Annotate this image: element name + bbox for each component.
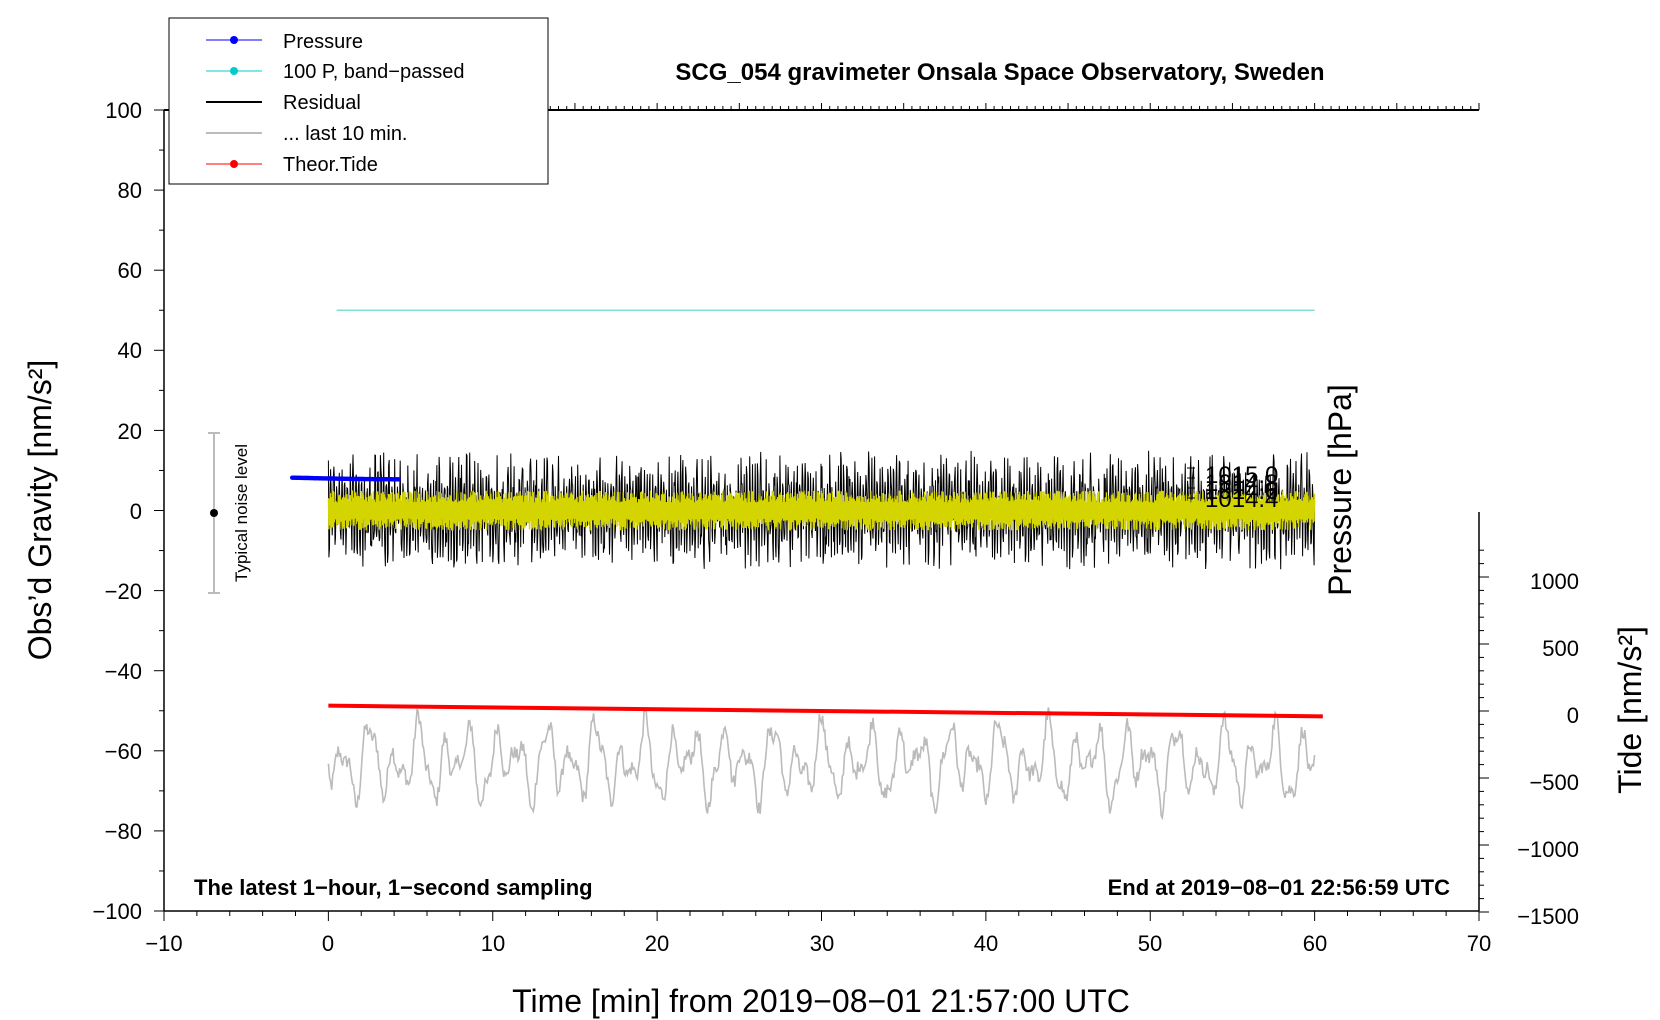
- y-tick-label: −20: [105, 579, 142, 604]
- legend-label: Theor.Tide: [283, 154, 378, 176]
- sampling-note: The latest 1−hour, 1−second sampling: [194, 875, 593, 900]
- legend-item-residual: Residual: [206, 92, 361, 114]
- x-tick-label: 30: [810, 931, 834, 956]
- series-pressure-points: [290, 475, 401, 482]
- x-tick-label: 0: [322, 931, 334, 956]
- tick-marks: [154, 103, 1489, 921]
- y2-tick-label: 500: [1542, 636, 1579, 661]
- x-tick-label: 40: [974, 931, 998, 956]
- y2-tick-label: −1500: [1517, 904, 1579, 929]
- y-tick-label: −100: [92, 899, 142, 924]
- end-time-note: End at 2019−08−01 22:56:59 UTC: [1108, 875, 1451, 900]
- x-axis-title: Time [min] from 2019−08−01 21:57:00 UTC: [512, 983, 1130, 1019]
- pressure-tick-label: 1015.0: [1205, 462, 1278, 489]
- x-tick-label: 60: [1303, 931, 1327, 956]
- series-residual-overlay-line: [327, 490, 1316, 531]
- chart-title: SCG_054 gravimeter Onsala Space Observat…: [675, 59, 1324, 86]
- legend-marker: [230, 36, 238, 44]
- legend-item-theor-tide: Theor.Tide: [206, 154, 378, 176]
- y-tick-label: 100: [105, 98, 142, 123]
- y-tick-label: 60: [118, 258, 142, 283]
- legend-label: ... last 10 min.: [283, 123, 408, 145]
- legend-item-bandpassed: 100 P, band−passed: [206, 61, 464, 83]
- legend-item-pressure: Pressure: [206, 31, 363, 53]
- y-tick-label: 0: [130, 499, 142, 524]
- x-tick-label: 10: [481, 931, 505, 956]
- y2-axis-title: Tide [nm/s²]: [1612, 626, 1648, 794]
- y2-tick-label: −500: [1529, 770, 1579, 795]
- y-tick-label: 20: [118, 419, 142, 444]
- y2-tick-labels: 1000 500 0 −500 −1000 −1500: [1517, 569, 1579, 929]
- x-tick-label: 20: [645, 931, 669, 956]
- y2-tick-label: −1000: [1517, 837, 1579, 862]
- legend-label: 100 P, band−passed: [283, 61, 464, 83]
- pressure-tick-labels: 1015.0 1014.8 1014.6 1014.4: [1187, 462, 1278, 513]
- legend-item-last10min: ... last 10 min.: [206, 123, 408, 145]
- legend-label: Residual: [283, 92, 361, 114]
- series-residual-line: [327, 450, 1316, 570]
- x-tick-label: 70: [1467, 931, 1491, 956]
- y-tick-label: −60: [105, 739, 142, 764]
- data-series-group: [290, 309, 1323, 821]
- noise-bar-center: [210, 509, 218, 517]
- noise-level-indicator: Typical noise level: [208, 432, 251, 594]
- legend-marker: [230, 160, 238, 168]
- y-tick-labels: 100 80 60 40 20 0 −20 −40 −60 −80 −100: [92, 98, 142, 924]
- pressure-axis-title: Pressure [hPa]: [1322, 384, 1358, 596]
- noise-level-label: Typical noise level: [232, 444, 251, 582]
- y-tick-label: 80: [118, 178, 142, 203]
- y-tick-label: 40: [118, 338, 142, 363]
- series-last10min-line: [327, 707, 1316, 821]
- x-tick-labels: −10 0 10 20 30 40 50 60 70: [145, 931, 1491, 956]
- series-theor-tide-line: [328, 703, 1323, 719]
- y-tick-label: −40: [105, 659, 142, 684]
- y-axis-title: Obs’d Gravity [nm/s²]: [22, 360, 58, 661]
- pressure-point: [396, 477, 401, 482]
- pressure-tick-label: 1014.8: [1205, 470, 1278, 497]
- legend-label: Pressure: [283, 31, 363, 53]
- pressure-tick-label: 1014.6: [1205, 478, 1278, 505]
- x-tick-label: 50: [1138, 931, 1162, 956]
- x-tick-label: −10: [145, 931, 182, 956]
- y2-tick-label: 1000: [1530, 569, 1579, 594]
- legend: Pressure 100 P, band−passed Residual ...…: [168, 17, 549, 185]
- legend-marker: [230, 67, 238, 75]
- pressure-tick-label: 1014.4: [1205, 486, 1278, 513]
- y2-tick-label: 0: [1567, 703, 1579, 728]
- y-tick-label: −80: [105, 819, 142, 844]
